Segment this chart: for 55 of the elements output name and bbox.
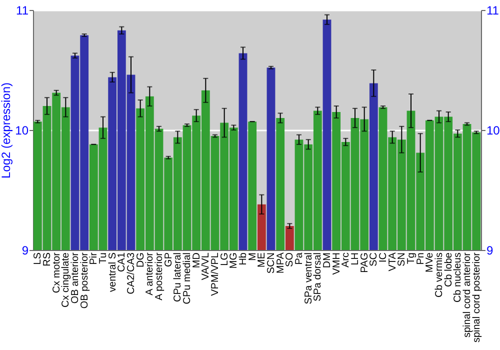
x-tick-label: Pa: [294, 252, 305, 265]
x-tick-label: LH: [350, 252, 361, 266]
y-tick-label: 10: [15, 124, 29, 138]
x-tick-label: Arc: [340, 252, 352, 268]
x-tick-label: MVe: [424, 252, 436, 273]
x-tick-label: SPa ventral: [303, 252, 314, 304]
y2-tick-label: 10: [486, 124, 500, 138]
x-tick-label: A posterior: [154, 252, 165, 300]
x-tick-label: DM: [322, 252, 333, 268]
x-tick-label: DG: [135, 252, 146, 268]
x-tick-label: M: [247, 252, 258, 261]
x-tick-label: MPA: [275, 252, 286, 274]
x-tick-label: MD: [191, 252, 202, 268]
x-tick-label: IC: [378, 252, 389, 262]
x-tick-label: SO: [284, 252, 296, 267]
x-tick-label: Tu: [98, 252, 109, 264]
x-tick-label: ME: [256, 252, 268, 268]
y-tick-label: 11: [16, 4, 29, 18]
y-tick-label: 9: [22, 244, 29, 258]
x-tick-label: GP: [163, 252, 174, 267]
x-tick-label: VTA: [387, 252, 398, 272]
x-tick-label: Cb vermis: [434, 252, 445, 298]
x-tick-label: OB posterior: [79, 252, 90, 309]
x-tick-label: CPu medial: [182, 252, 193, 304]
x-tick-label: LS: [32, 252, 44, 265]
x-tick-label: SC: [368, 252, 380, 266]
y-axis-title: Log2 (expression): [0, 82, 14, 179]
x-tick-label: CA2/CA3: [126, 252, 137, 294]
x-tick-label: RS: [42, 252, 53, 266]
x-tick-label: SN: [396, 252, 408, 266]
x-tick-label: Cb lobe: [443, 252, 454, 287]
x-tick-label: Cb nucleus: [452, 252, 464, 303]
x-tick-label: SPa dorsal: [312, 252, 324, 302]
x-tick-label: spinal cord posterior: [471, 252, 482, 343]
x-tick-label: Cx motor: [51, 252, 62, 294]
x-tick-label: Pn: [415, 252, 426, 265]
x-tick-label: LG: [219, 252, 230, 266]
y2-tick-label: 11: [486, 4, 500, 18]
x-tick-label: Tg: [406, 252, 417, 264]
y2-tick-label: 9: [486, 244, 494, 258]
x-tick-label: CA1: [116, 252, 128, 272]
x-tick-label: SCN: [266, 252, 277, 274]
x-tick-label: MG: [228, 252, 240, 269]
x-tick-label: Cx cingulate: [60, 252, 72, 308]
x-tick-label: spinal cord anterior: [462, 252, 473, 338]
x-tick-label: Hb: [238, 252, 249, 266]
x-tick-label: PAG: [359, 252, 370, 273]
x-tick-label: VA/VL: [200, 252, 212, 280]
x-tick-label: A anterior: [144, 252, 156, 296]
x-tick-label: OB anterior: [70, 252, 81, 304]
x-tick-label: VMH: [331, 252, 342, 275]
x-tick-label: VPM/VPL: [210, 252, 221, 296]
x-tick-label: Pir: [88, 252, 100, 265]
x-tick-label: ventral S: [107, 252, 118, 292]
x-tick-label: CPu lateral: [172, 252, 184, 302]
